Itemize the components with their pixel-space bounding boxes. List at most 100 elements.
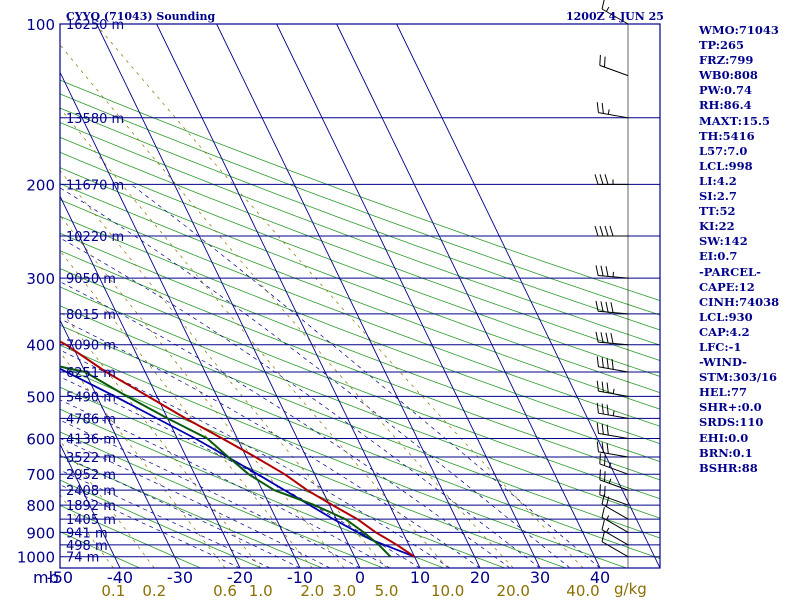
height-label: 1405 m [66,513,116,528]
index-item: SRDS:110 [699,415,764,430]
index-item: KI:22 [699,219,735,234]
dry-adiabat-line [60,250,660,481]
isotherm-line [96,24,361,568]
isotherm-line [60,566,61,568]
mixing-ratio-label: 40.0 [566,582,599,600]
wind-barb [601,507,629,533]
mixing-ratio-label: 2.0 [300,582,324,600]
pressure-unit-label: mb [33,568,59,587]
pressure-tick-label: 1000 [17,549,55,567]
index-item: MAXT:15.5 [699,113,770,128]
moist-adiabat-line [60,437,331,568]
dry-adiabat-line [60,151,660,377]
height-label: 10220 m [66,230,124,245]
wind-barb [596,422,629,440]
dry-adiabat-line [60,305,660,539]
index-item: PW:0.74 [699,83,753,98]
parcel-trace [60,367,415,558]
temperature-tick-label: 30 [530,568,550,587]
isotherm-line [60,71,301,568]
height-label: 4136 m [66,433,116,448]
wind-barb [596,356,629,373]
wind-barb [599,469,629,491]
trace-layer [60,340,416,558]
index-item: SW:142 [699,234,748,249]
wind-barb [594,225,628,237]
index-item: CAPE:12 [699,279,755,294]
index-item: LFC:-1 [699,339,742,354]
dry-adiabat-line [60,386,505,568]
height-label: 8015 m [66,308,116,323]
index-item: LCL:930 [699,309,753,324]
isotherm-line [216,24,481,568]
wind-barb [599,453,629,475]
pressure-tick-label: 200 [26,176,55,194]
index-item: SHR+:0.0 [699,400,762,415]
wind-barb [596,102,629,119]
moist-adiabat-line [60,399,391,568]
mixing-ratio-line [60,44,514,568]
pressure-tick-label: 400 [26,337,55,355]
temperature-tick-label: 10 [410,568,430,587]
height-label: 4786 m [66,412,116,427]
dry-adiabat-line [60,215,660,445]
temperature-tick-label: -20 [227,568,253,587]
pressure-tick-label: 700 [26,466,55,484]
height-label: 2408 m [66,484,116,499]
pressure-tick-label: 500 [26,388,55,406]
mixing-ratio-label: 0.6 [213,582,237,600]
index-item: EI:0.7 [699,249,738,264]
index-item: SI:2.7 [699,189,737,204]
index-item: TP:265 [699,38,745,53]
temperature-tick-label: 0 [355,568,365,587]
mixing-ratio-label: 1.0 [249,582,273,600]
mixing-ratio-label: 0.2 [142,582,166,600]
pressure-tick-label: 100 [26,16,55,34]
mixing-ratio-label: 3.0 [332,582,356,600]
height-label: 74 m [66,551,99,566]
index-item: WMO:71043 [699,23,779,37]
isotherm-line [60,443,121,568]
wind-barb [599,484,629,506]
dry-adiabat-line [60,107,660,331]
temperature-tick-label: 40 [590,568,610,587]
wind-barb [596,441,629,458]
sounding-time: 1200Z 4 JUN 25 [566,10,664,23]
dry-adiabat-line [60,408,445,568]
index-item: EHI:0.0 [699,430,749,445]
wind-barb [601,0,629,25]
mixing-ratio-label: 10.0 [431,582,464,600]
moist-adiabat-line [130,184,601,568]
height-label: 941 m [66,526,108,541]
mixing-ratio-label: 20.0 [497,582,530,600]
index-item: WB0:808 [699,68,758,83]
isotherm-line [156,24,421,568]
height-label: 2952 m [66,468,116,483]
pressure-tick-label: 900 [26,524,55,542]
wind-barb [601,531,629,558]
wind-barb [595,265,629,279]
isotherm-line [60,195,241,568]
height-label: 9050 m [66,272,116,287]
isotherm-line [60,319,181,568]
index-item: STM:303/16 [699,370,778,385]
wind-barb-layer [594,0,629,568]
index-item: TH:5416 [699,128,755,143]
wind-barb [596,380,629,397]
mixing-ratio-unit-label: g/kg [614,580,647,598]
dry-adiabat-line [60,268,660,500]
temperature-tick-label: -10 [287,568,313,587]
temperature-tick-label: -30 [167,568,193,587]
index-item: RH:86.4 [699,98,752,113]
isotherm-line [396,24,660,568]
height-label: 11670 m [66,178,124,193]
plot-frame [59,23,661,569]
grid-layer [60,24,660,568]
temperature-trace [60,340,416,558]
wind-barb [596,402,629,419]
height-label: 1892 m [66,499,116,514]
height-label: 7090 m [66,339,116,354]
mixing-ratio-label: 5.0 [375,582,399,600]
